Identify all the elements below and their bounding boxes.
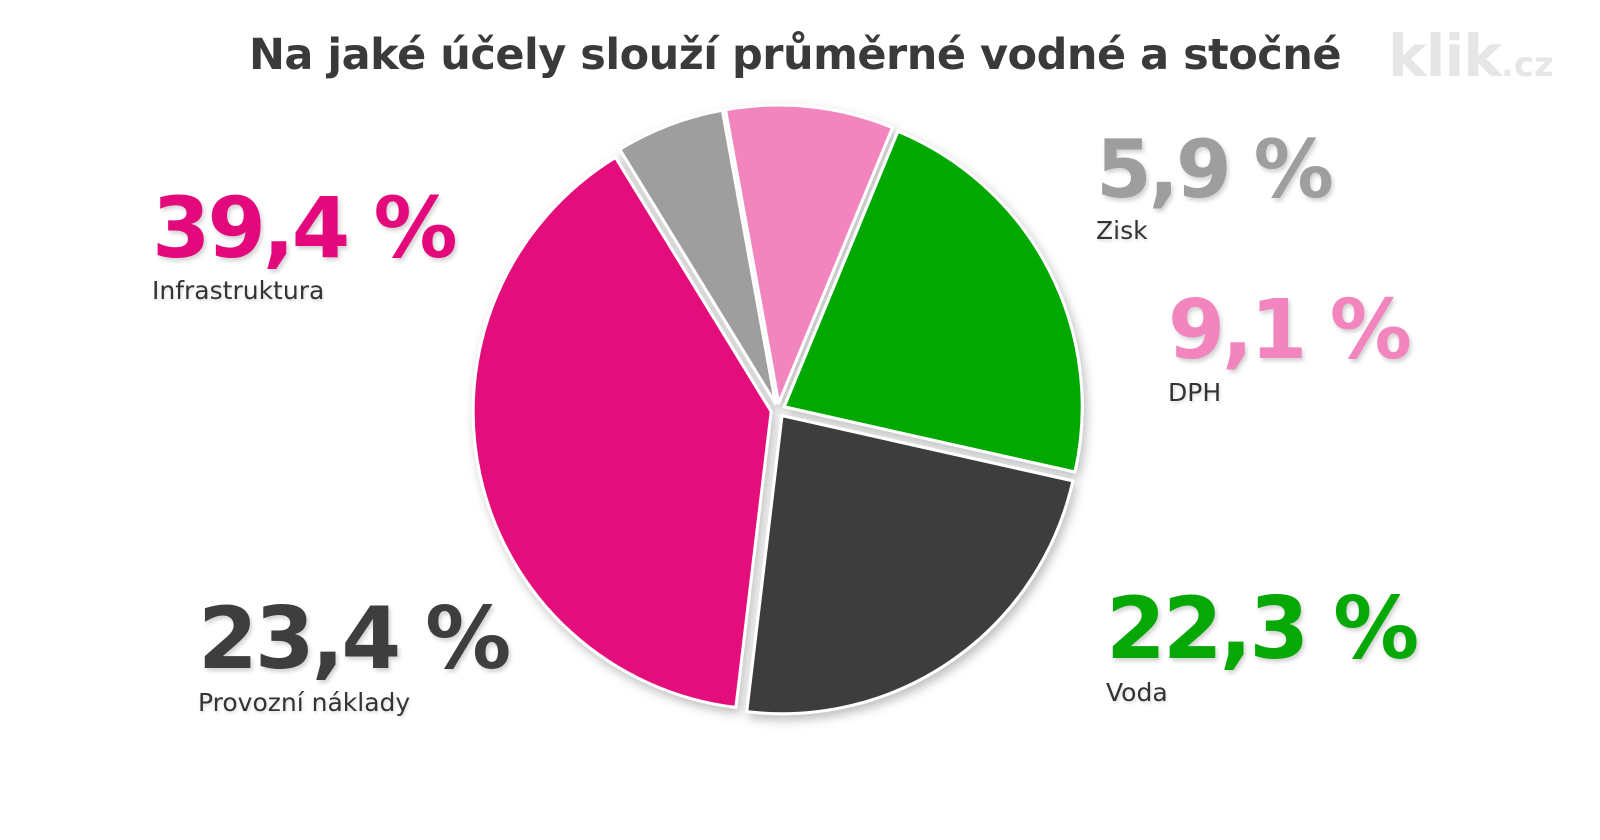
slice-value-voda: 22,3 % [1106, 579, 1419, 679]
pie-slice-infrastruktura [471, 155, 773, 709]
chart-title: Na jaké účely slouží průměrné vodné a st… [248, 30, 1342, 80]
slice-label-provozni-naklady: 23,4 % Provozní náklady [198, 589, 511, 717]
slice-label-dph: 9,1 % DPH [1168, 283, 1412, 408]
slice-name-dph: DPH [1168, 378, 1222, 407]
slice-name-provozni-naklady: Provozní náklady [198, 688, 411, 717]
slice-value-infrastruktura: 39,4 % [152, 179, 458, 277]
slice-label-infrastruktura: 39,4 % Infrastruktura [152, 179, 458, 305]
pie-slice-zisk [618, 108, 777, 405]
slice-name-zisk: Zisk [1096, 216, 1148, 245]
pie-slice-dph [724, 103, 895, 405]
slice-label-voda: 22,3 % Voda [1106, 579, 1419, 707]
pie-slices [471, 103, 1084, 716]
logo-main: klik [1388, 22, 1502, 90]
pie-slice-voda [782, 129, 1084, 474]
logo-tld: .cz [1500, 45, 1554, 85]
slice-value-provozni-naklady: 23,4 % [198, 589, 511, 689]
klik-logo: klik.cz [1388, 22, 1554, 90]
slice-value-zisk: 5,9 % [1096, 123, 1334, 216]
pie-slice-provozni-naklady [745, 414, 1075, 716]
slice-name-voda: Voda [1106, 678, 1168, 707]
slice-value-dph: 9,1 % [1168, 283, 1412, 378]
slice-name-infrastruktura: Infrastruktura [152, 276, 325, 305]
slice-label-zisk: 5,9 % Zisk [1096, 123, 1334, 246]
